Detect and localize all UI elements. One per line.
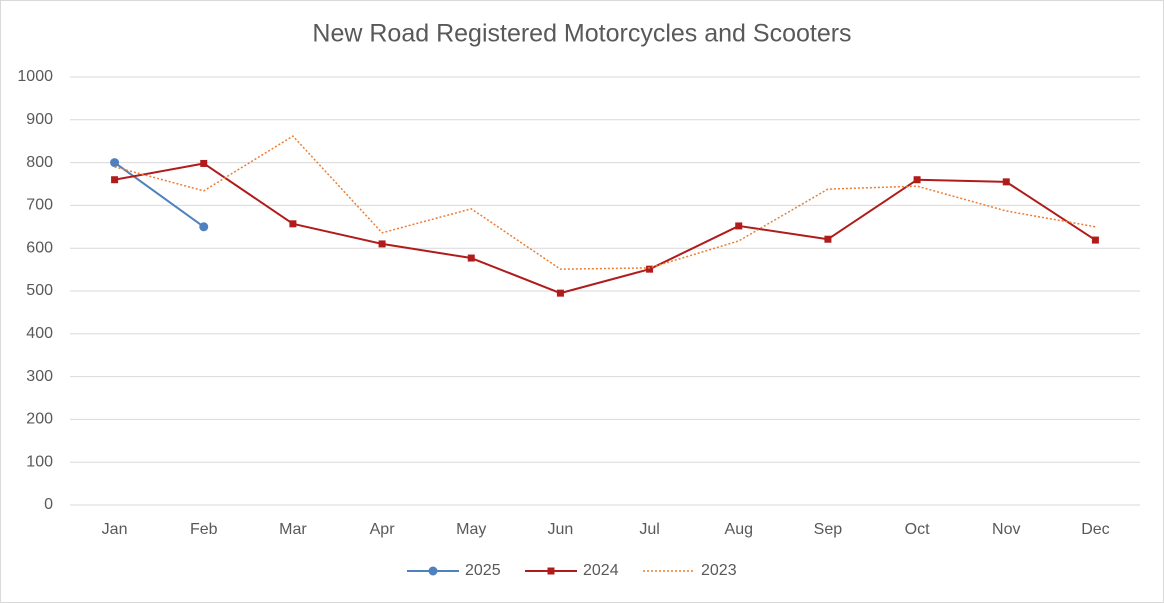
x-tick-label: May: [456, 521, 486, 538]
series-line: [113, 161, 205, 228]
x-tick-label: Sep: [814, 521, 843, 538]
marker: [735, 222, 743, 230]
x-tick-label: Dec: [1081, 521, 1109, 538]
marker: [289, 220, 297, 228]
marker: [824, 235, 832, 243]
y-tick-label: 100: [26, 453, 53, 470]
marker: [428, 566, 438, 576]
series-line: [114, 135, 1096, 270]
y-tick-label: 200: [26, 411, 53, 428]
x-tick-label: Aug: [725, 521, 753, 538]
y-tick-label: 0: [44, 496, 53, 513]
y-tick-label: 500: [26, 282, 53, 299]
legend-label: 2024: [583, 562, 619, 579]
y-tick-label: 400: [26, 325, 53, 342]
y-tick-label: 1000: [17, 68, 53, 85]
marker: [467, 254, 475, 262]
y-tick-label: 700: [26, 197, 53, 214]
marker: [111, 176, 119, 184]
marker: [547, 567, 555, 575]
marker: [199, 222, 209, 232]
y-tick-label: 300: [26, 368, 53, 385]
x-tick-label: Mar: [279, 521, 307, 538]
series-line: [114, 162, 1096, 295]
x-tick-label: Feb: [190, 521, 218, 538]
marker: [1091, 236, 1099, 244]
y-tick-label: 600: [26, 239, 53, 256]
marker: [913, 176, 921, 184]
legend-label: 2023: [701, 562, 737, 579]
x-tick-label: Oct: [905, 521, 930, 538]
legend-label: 2025: [465, 562, 501, 579]
y-tick-label: 800: [26, 154, 53, 171]
marker: [1002, 178, 1010, 186]
marker: [556, 289, 564, 297]
marker: [646, 265, 654, 273]
marker: [378, 240, 386, 248]
x-tick-label: Apr: [370, 521, 396, 538]
marker: [110, 158, 120, 168]
x-tick-label: Nov: [992, 521, 1020, 538]
marker: [200, 159, 208, 167]
x-tick-label: Jul: [639, 521, 659, 538]
x-tick-label: Jan: [102, 521, 128, 538]
chart-title: New Road Registered Motorcycles and Scoo…: [312, 20, 851, 48]
y-tick-label: 900: [26, 111, 53, 128]
x-tick-label: Jun: [548, 521, 574, 538]
